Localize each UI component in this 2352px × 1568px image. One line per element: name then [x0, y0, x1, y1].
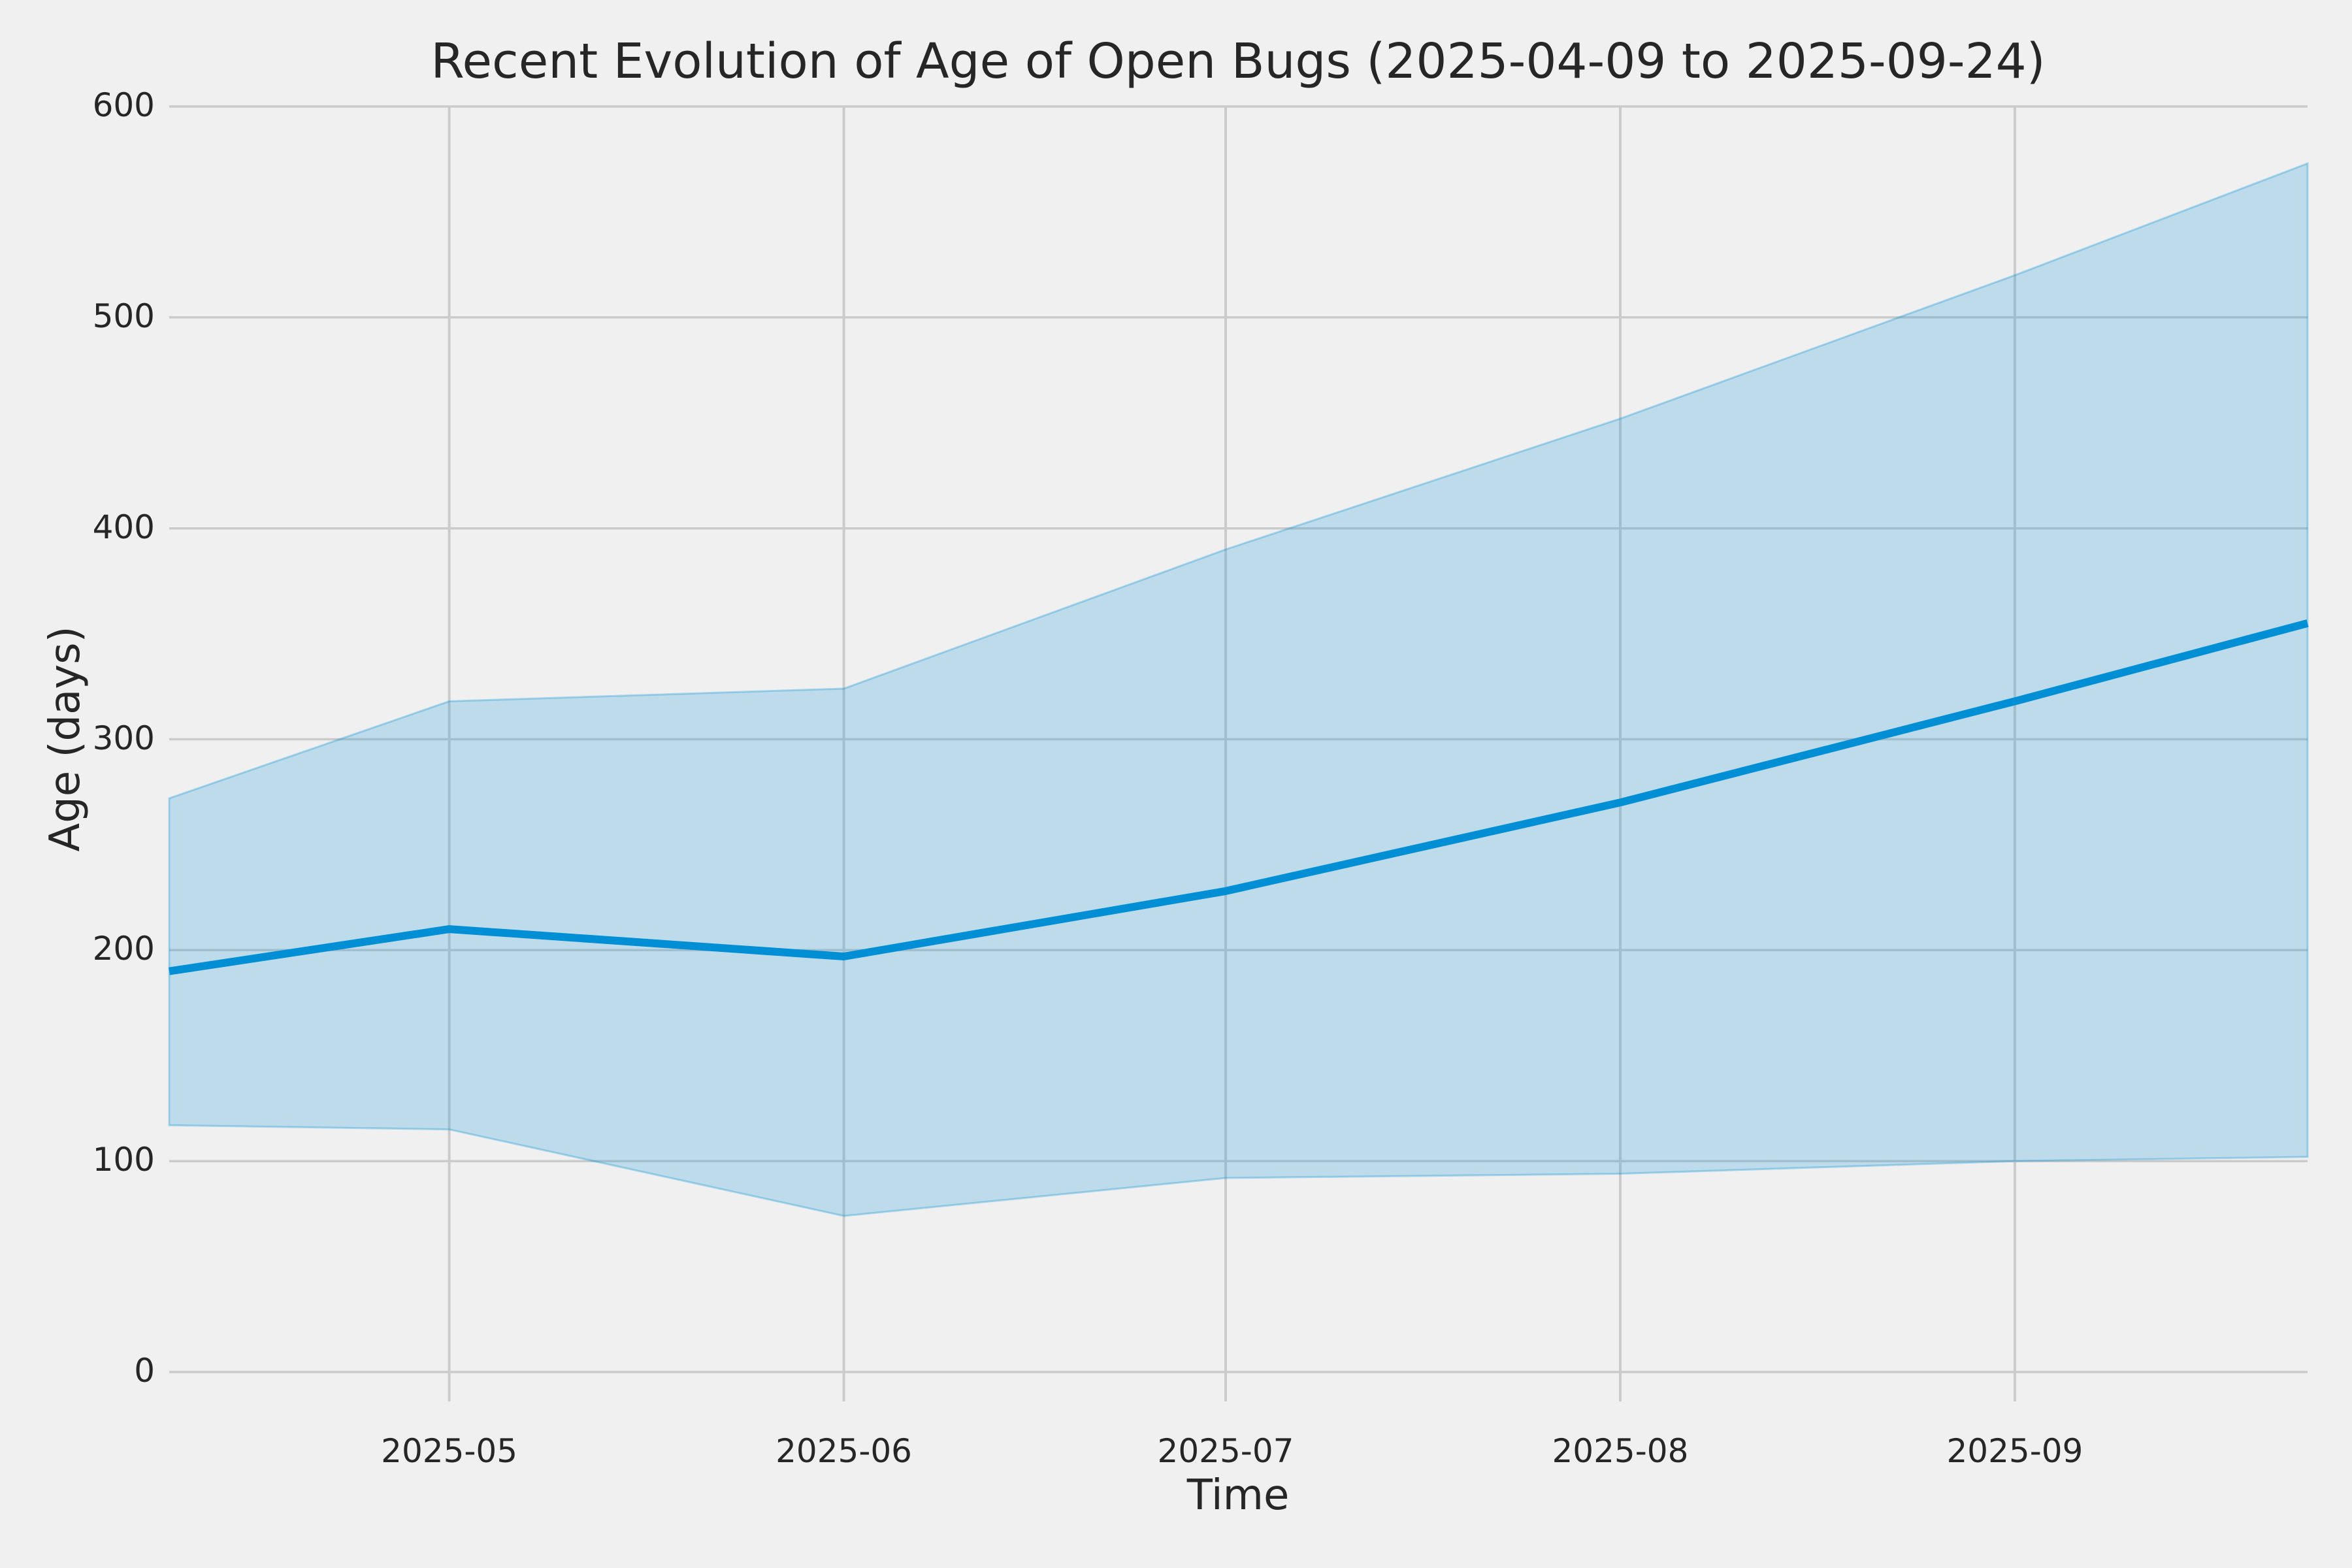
- chart-title: Recent Evolution of Age of Open Bugs (20…: [431, 33, 2046, 90]
- y-tick-label: 300: [92, 719, 155, 757]
- x-tick-label: 2025-09: [1946, 1432, 2083, 1470]
- y-tick-label: 0: [134, 1352, 155, 1390]
- y-tick-label: 600: [92, 86, 155, 124]
- mean-line: [169, 619, 2309, 975]
- y-tick-label: 400: [92, 508, 155, 546]
- confidence-band: [168, 162, 2309, 1217]
- y-tick-label: 200: [92, 930, 155, 968]
- x-tick-label: 2025-07: [1157, 1432, 1294, 1470]
- y-tick-label: 500: [92, 297, 155, 335]
- gridlines: [169, 105, 2308, 1401]
- x-tick-label: 2025-08: [1552, 1432, 1689, 1470]
- x-tick-label: 2025-05: [381, 1432, 518, 1470]
- y-tick-label: 100: [92, 1141, 155, 1179]
- x-tick-label: 2025-06: [776, 1432, 913, 1470]
- x-axis-label: Time: [1186, 1471, 1290, 1520]
